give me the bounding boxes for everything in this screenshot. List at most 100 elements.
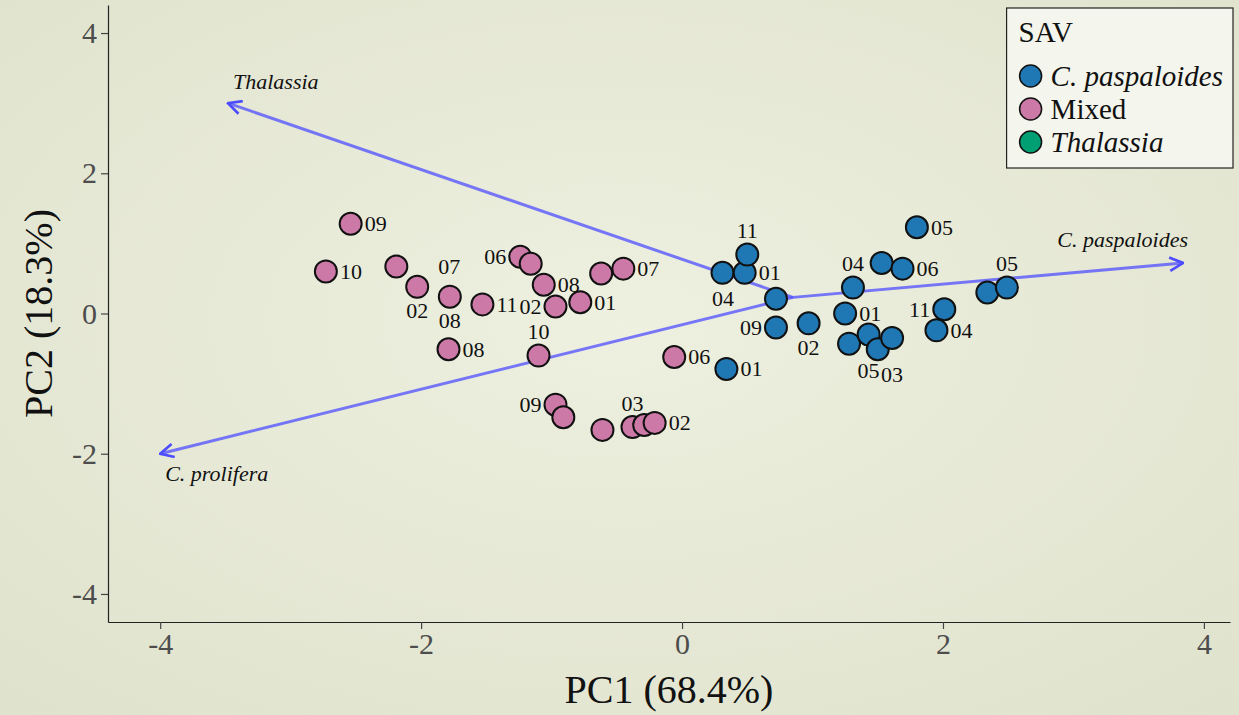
point-label: 02 [406, 298, 428, 323]
tick: -2 [409, 622, 434, 660]
axis-line [108, 6, 109, 623]
legend-label: C. paspaloides [1051, 60, 1223, 92]
point-label: 04 [842, 251, 864, 276]
point [385, 256, 407, 278]
x-axis-title: PC1 (68.4%) [565, 667, 774, 712]
tick: 0 [675, 622, 690, 660]
point [906, 216, 928, 238]
point [533, 274, 555, 296]
axis-line [109, 622, 1231, 623]
point [996, 277, 1018, 299]
point-label: 01 [859, 301, 881, 326]
point [798, 312, 820, 334]
point-label: 01 [740, 356, 762, 381]
legend-swatch [1020, 131, 1042, 153]
point [663, 346, 685, 368]
tick: 4 [1197, 622, 1212, 660]
point-label: 06 [917, 256, 939, 281]
point [528, 345, 550, 367]
arrow-label: C. prolifera [165, 461, 268, 486]
tick: 0 [82, 297, 108, 330]
arrow-label: C. paspaloides [1057, 227, 1188, 252]
tick-mark [101, 33, 108, 34]
point-label: 02 [519, 294, 541, 319]
arrow-label: Thalassia [233, 69, 319, 94]
point-label: 06 [688, 344, 710, 369]
tick: 4 [82, 16, 108, 49]
x-axis: -4 -2 0 2 4 [109, 622, 1231, 660]
tick-label: 2 [936, 627, 951, 660]
tick: 2 [936, 622, 951, 660]
point [340, 213, 362, 235]
legend-swatch [1020, 65, 1042, 87]
point-label: 11 [909, 297, 930, 322]
legend-box [1007, 8, 1233, 168]
legend-swatch [1020, 98, 1042, 120]
point [881, 327, 903, 349]
point [834, 303, 856, 325]
point [842, 277, 864, 299]
point [765, 288, 787, 310]
point [765, 317, 787, 339]
point [892, 258, 914, 280]
loading-arrow [228, 103, 793, 297]
tick-label: 4 [1197, 627, 1212, 660]
legend: SAVC. paspaloidesMixedThalassia [1007, 8, 1233, 168]
tick-label: -4 [72, 577, 97, 610]
tick: -2 [72, 437, 108, 470]
point [439, 286, 461, 308]
point-label: 08 [463, 337, 485, 362]
point-label: 04 [950, 318, 972, 343]
point [612, 258, 634, 280]
point-label: 06 [484, 244, 506, 269]
loading-arrow [160, 297, 793, 453]
point [438, 338, 460, 360]
tick: -4 [72, 577, 108, 610]
point-label: 09 [365, 211, 387, 236]
point [544, 295, 566, 317]
point-label: 03 [621, 391, 643, 416]
tick-mark [101, 173, 108, 174]
legend-label: Mixed [1051, 93, 1127, 125]
point-label: 11 [496, 292, 517, 317]
point-label: 05 [996, 251, 1018, 276]
point [736, 244, 758, 266]
chart: -4-2024-4-2024PC1 (68.4%)PC2 (18.3%)Thal… [0, 0, 1239, 715]
point [471, 293, 493, 315]
point [591, 419, 613, 441]
point-label: 09 [740, 315, 762, 340]
point-label: 07 [438, 254, 460, 279]
point-label: 04 [712, 286, 734, 311]
tick: 2 [82, 156, 108, 189]
point [871, 252, 893, 274]
point-label: 03 [881, 362, 903, 387]
tick-mark [101, 594, 108, 595]
y-axis: -4 -2 0 2 4 [72, 6, 109, 623]
point-label: 01 [594, 290, 616, 315]
point [644, 412, 666, 434]
tick-label: 0 [82, 297, 97, 330]
background [0, 0, 1239, 715]
point [406, 276, 428, 298]
tick-label: -2 [72, 437, 97, 470]
tick-label: 0 [675, 627, 690, 660]
point-label: 08 [558, 272, 580, 297]
point [715, 358, 737, 380]
point-label: 07 [637, 256, 659, 281]
legend-title: SAV [1019, 16, 1073, 48]
tick-label: -2 [409, 627, 434, 660]
tick-mark [101, 454, 108, 455]
point-label: 05 [931, 215, 953, 240]
labels: ThalassiaC. paspaloidesC. prolifera01110… [165, 69, 1188, 486]
point-label: 08 [439, 308, 461, 333]
point [552, 406, 574, 428]
point [976, 281, 998, 303]
tick-label: -4 [148, 627, 173, 660]
y-axis-title: PC2 (18.3%) [16, 209, 61, 418]
point-label: 02 [798, 335, 820, 360]
tick-mark [101, 313, 108, 314]
point [520, 253, 542, 275]
point-label: 05 [858, 358, 880, 383]
point-label: 02 [669, 410, 691, 435]
point [925, 319, 947, 341]
